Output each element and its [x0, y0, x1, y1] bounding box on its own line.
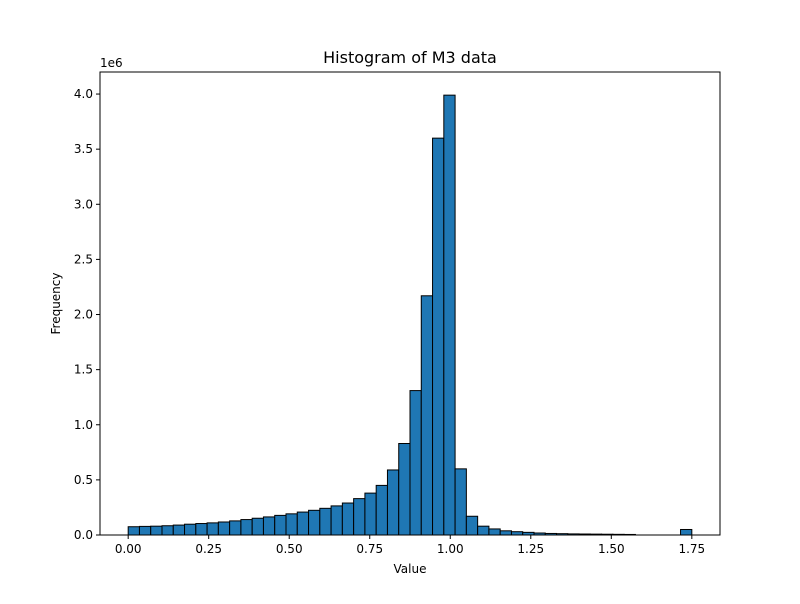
y-axis-label: Frequency — [49, 273, 63, 335]
histogram-bar — [240, 519, 253, 536]
y-tick-label: 2.5 — [74, 252, 93, 266]
histogram-bar — [206, 522, 219, 536]
histogram-bar — [420, 295, 434, 536]
histogram-bar — [680, 528, 693, 536]
x-tick-label: 1.75 — [678, 542, 705, 556]
x-tick-label: 0.50 — [276, 542, 303, 556]
histogram-bar — [285, 513, 298, 536]
y-tick-label: 1.0 — [74, 418, 93, 432]
x-tick-label: 0.25 — [195, 542, 222, 556]
histogram-bar — [138, 525, 152, 536]
histogram-bar — [443, 94, 456, 536]
histogram-bar — [353, 498, 366, 536]
histogram-bar — [488, 528, 501, 536]
histogram-bar — [319, 507, 332, 536]
histogram-bar — [454, 468, 467, 536]
chart-title: Histogram of M3 data — [323, 48, 497, 67]
histogram-bar — [308, 509, 321, 536]
histogram-bar — [386, 469, 400, 536]
plot-frame — [99, 71, 721, 536]
x-tick-label: 0.75 — [356, 542, 383, 556]
x-tick-label: 1.00 — [437, 542, 464, 556]
x-tick-label: 1.50 — [598, 542, 625, 556]
histogram-bar — [409, 390, 422, 536]
x-tick-label: 0.00 — [115, 542, 142, 556]
histogram-bar — [296, 511, 310, 536]
histogram-bar — [262, 516, 276, 536]
y-axis: 0.0 0.5 1.0 1.5 2.0 2.5 3.0 3.5 4.0 — [74, 87, 100, 542]
histogram-bar — [195, 523, 208, 536]
histogram-bar — [398, 443, 411, 536]
histogram-bar — [172, 524, 186, 536]
y-tick-label: 3.5 — [74, 142, 93, 156]
y-tick-label: 0.5 — [74, 473, 93, 487]
histogram-bar — [229, 520, 242, 536]
x-axis-label: Value — [394, 562, 427, 576]
y-tick-label: 3.0 — [74, 197, 93, 211]
histogram-bar — [432, 137, 445, 536]
histogram-bar — [465, 515, 479, 536]
y-axis-offset-label: 1e6 — [100, 56, 123, 70]
histogram-bar — [341, 502, 355, 536]
bars-layer — [127, 94, 693, 536]
x-tick-label: 1.25 — [517, 542, 544, 556]
y-tick-label: 2.0 — [74, 308, 93, 322]
histogram-bar — [375, 484, 388, 536]
histogram-bar — [127, 526, 140, 536]
histogram-bar — [161, 525, 174, 536]
histogram-bar — [274, 514, 287, 536]
y-tick-label: 1.5 — [74, 363, 93, 377]
histogram-bar — [184, 523, 197, 536]
x-axis: 0.00 0.25 0.50 0.75 1.00 1.25 1.50 1.75 — [115, 535, 705, 556]
histogram-bar — [150, 525, 163, 536]
histogram-bar — [217, 521, 231, 536]
histogram-bar — [477, 525, 490, 536]
histogram-bar — [251, 517, 264, 536]
histogram-bar — [499, 530, 512, 536]
histogram-bar — [364, 492, 377, 536]
y-tick-label: 0.0 — [74, 528, 93, 542]
y-tick-label: 4.0 — [74, 87, 93, 101]
histogram-bar — [330, 505, 343, 536]
